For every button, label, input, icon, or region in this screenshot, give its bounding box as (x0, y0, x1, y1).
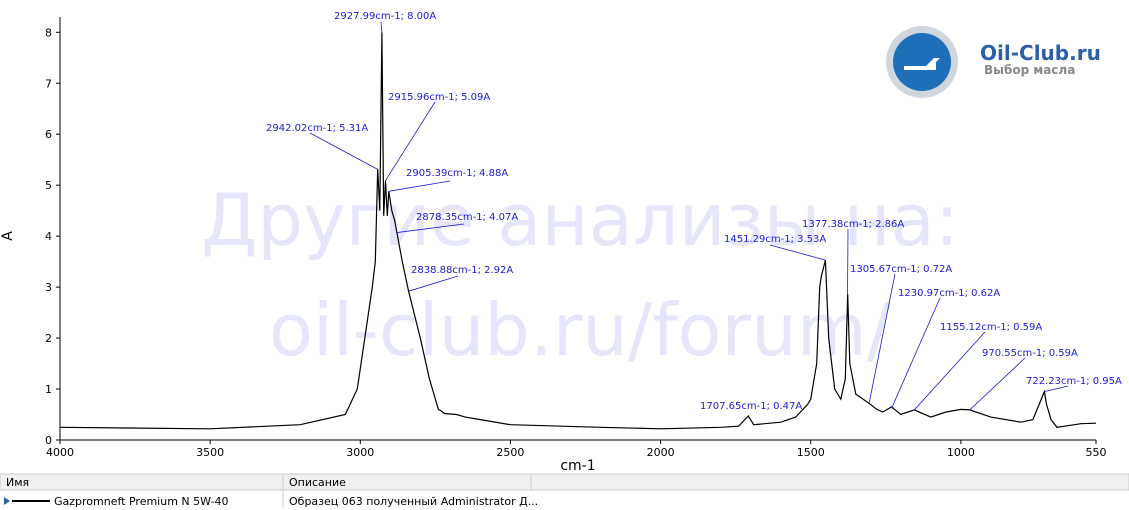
leader-line (769, 244, 826, 261)
peak-label: 1305.67cm-1; 0.72A (850, 264, 952, 275)
leader-line (388, 180, 451, 192)
peak-label: 1377.38cm-1; 2.86A (802, 219, 904, 230)
leader-line (408, 275, 459, 292)
leader-line (868, 273, 896, 404)
peak-label: 2905.39cm-1; 4.88A (406, 168, 508, 179)
peak-label: 970.55cm-1; 0.59A (982, 348, 1078, 359)
table-cell[interactable]: Образец 063 полученный Administrator Д..… (289, 495, 538, 508)
leader-line (385, 101, 436, 181)
row-pointer (4, 497, 10, 505)
peak-label: 2838.88cm-1; 2.92A (411, 265, 513, 276)
leader-line (396, 223, 465, 233)
leader-line (309, 132, 378, 170)
peak-label: 722.23cm-1; 0.95A (1026, 376, 1122, 387)
logo-disc (893, 33, 951, 91)
spectrum-line (59, 32, 1097, 430)
y-tick-label: 2 (45, 332, 52, 345)
table-header-cell: Имя (6, 476, 29, 489)
x-tick-label: 3500 (196, 446, 224, 459)
watermark: oil-club.ru/forum/ (269, 288, 892, 372)
leader-line (1044, 385, 1069, 392)
peak-label: 2942.02cm-1; 5.31A (266, 123, 368, 134)
peak-label: 1707.65cm-1; 0.47A (700, 401, 802, 412)
y-tick-label: 6 (45, 128, 52, 141)
peak-label: 1155.12cm-1; 0.59A (940, 322, 1042, 333)
leader-line (913, 331, 986, 411)
peak-label: 1230.97cm-1; 0.62A (898, 288, 1000, 299)
peak-label: 2878.35cm-1; 4.07A (416, 212, 518, 223)
table-header-cell: Описание (289, 476, 346, 489)
table-header (0, 473, 1129, 491)
logo-subtitle: Выбор масла (984, 63, 1075, 77)
y-tick-label: 3 (45, 281, 52, 294)
y-tick-label: 4 (45, 230, 52, 243)
y-tick-label: 7 (45, 77, 52, 90)
leader-line (969, 357, 1026, 411)
logo-icon (904, 58, 940, 70)
x-tick-label: 3000 (346, 446, 374, 459)
y-tick-label: 8 (45, 26, 52, 39)
x-tick-label: 1500 (797, 446, 825, 459)
logo-title: Oil-Club.ru (980, 41, 1101, 65)
x-tick-label: 550 (1086, 446, 1107, 459)
leader-line (891, 297, 941, 409)
y-axis-label: A (0, 231, 16, 241)
watermark: Другие анализы на: (201, 178, 959, 262)
leader-line (380, 21, 383, 33)
y-tick-label: 5 (45, 179, 52, 192)
x-axis-label: cm-1 (560, 458, 595, 474)
x-tick-label: 4000 (46, 446, 74, 459)
y-tick-label: 1 (45, 383, 52, 396)
peak-label: 1451.29cm-1; 3.53A (724, 234, 826, 245)
y-tick-label: 0 (45, 434, 52, 447)
peak-label: 2927.99cm-1; 8.00A (334, 11, 436, 22)
peak-label: 2915.96cm-1; 5.09A (388, 92, 490, 103)
x-tick-label: 2500 (496, 446, 524, 459)
table-cell[interactable]: Gazpromneft Premium N 5W-40 (54, 495, 229, 508)
x-tick-label: 1000 (947, 446, 975, 459)
x-tick-label: 2000 (647, 446, 675, 459)
